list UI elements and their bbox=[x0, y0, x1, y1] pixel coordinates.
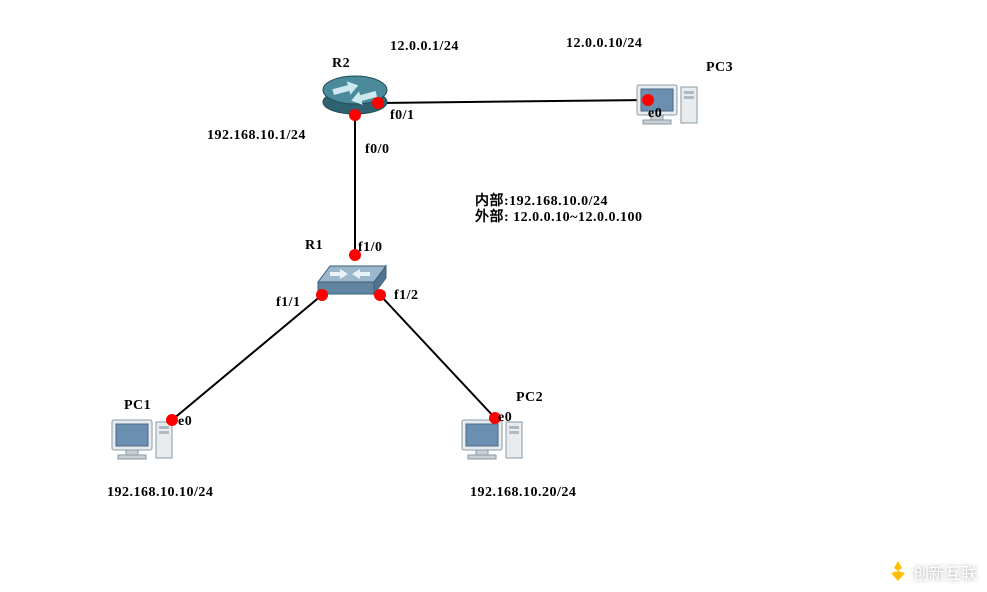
r1-f1-1-label: f1/1 bbox=[276, 295, 301, 311]
link-r2-pc3 bbox=[378, 100, 648, 103]
pc1-ip: 192.168.10.10/24 bbox=[107, 485, 213, 501]
pc3-label: PC3 bbox=[706, 60, 733, 76]
r1-f1-0-label: f1/0 bbox=[358, 240, 383, 256]
r1-f1-2-label: f1/2 bbox=[394, 288, 419, 304]
link-r1-pc1 bbox=[172, 295, 322, 420]
r2-outside-ip: 12.0.0.1/24 bbox=[390, 39, 459, 55]
r2-label: R2 bbox=[332, 56, 350, 72]
pc2-label: PC2 bbox=[516, 390, 543, 406]
link-r1-pc2 bbox=[380, 295, 495, 418]
watermark-text: 创新互联 bbox=[913, 560, 977, 584]
watermark: 创新互联 bbox=[887, 560, 977, 584]
pc1-icon bbox=[112, 420, 172, 459]
r2-inside-ip: 192.168.10.1/24 bbox=[207, 128, 306, 144]
r2-f0-0-label: f0/0 bbox=[365, 142, 390, 158]
pc3-e0-label: e0 bbox=[648, 106, 662, 122]
r2-f0-1-label: f0/1 bbox=[390, 108, 415, 124]
watermark-icon bbox=[887, 561, 909, 583]
pc2-e0-label: e0 bbox=[498, 410, 512, 426]
pc2-ip: 192.168.10.20/24 bbox=[470, 485, 576, 501]
r1-label: R1 bbox=[305, 238, 323, 254]
pc1-e0-label: e0 bbox=[178, 414, 192, 430]
pc1-label: PC1 bbox=[124, 398, 151, 414]
pc3-ip: 12.0.0.10/24 bbox=[566, 36, 642, 52]
pc2-icon bbox=[462, 420, 522, 459]
switch-r1-icon bbox=[318, 266, 386, 294]
topology-canvas bbox=[0, 0, 987, 592]
note-line2: 外部: 12.0.0.10~12.0.0.100 bbox=[475, 206, 642, 226]
